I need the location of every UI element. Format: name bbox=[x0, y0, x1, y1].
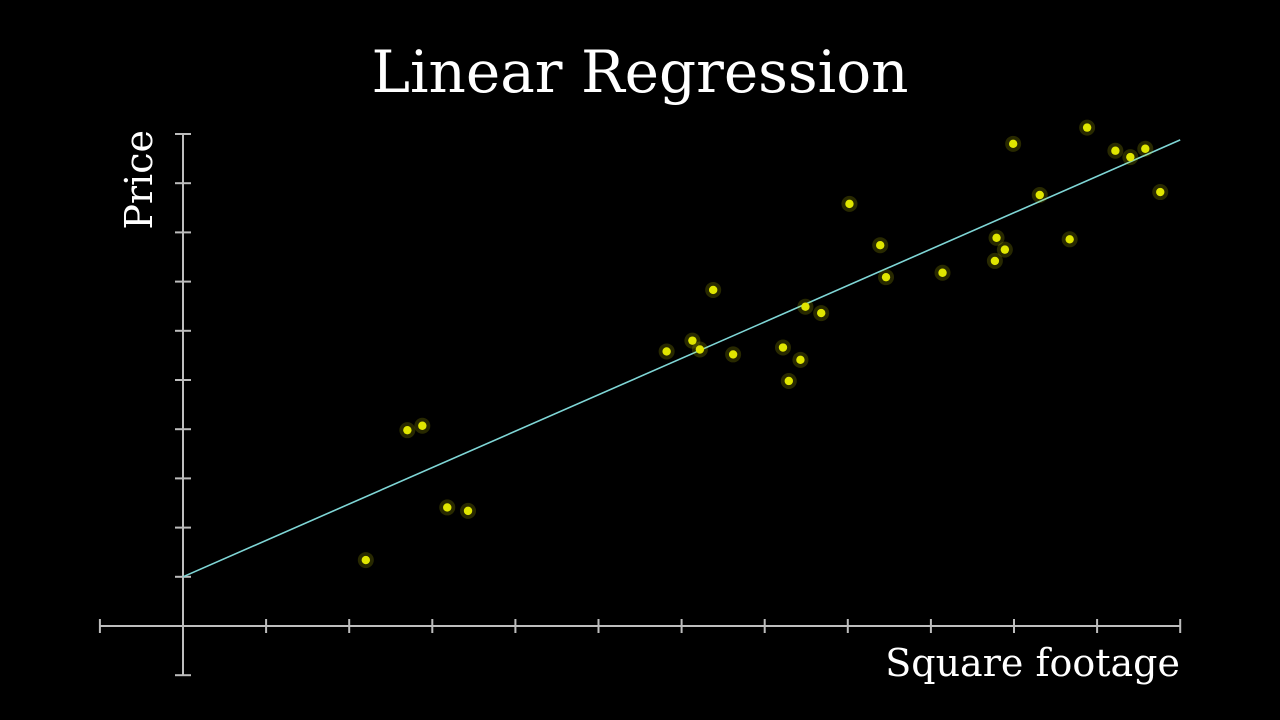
data-point bbox=[1065, 235, 1074, 244]
data-point bbox=[938, 268, 947, 277]
data-point bbox=[1111, 146, 1120, 155]
data-point bbox=[662, 347, 671, 356]
data-point bbox=[1126, 152, 1135, 162]
data-point bbox=[1156, 187, 1165, 197]
data-point bbox=[881, 272, 891, 282]
data-point bbox=[688, 336, 697, 345]
regression-line bbox=[182, 139, 1181, 578]
data-point bbox=[778, 343, 788, 352]
data-point bbox=[801, 302, 810, 311]
chart-title: Linear Regression bbox=[371, 38, 908, 106]
data-point bbox=[876, 240, 885, 250]
data-point bbox=[1141, 144, 1150, 153]
data-point bbox=[708, 285, 718, 295]
x-axis-label: Square footage bbox=[885, 641, 1180, 685]
data-point bbox=[1035, 190, 1044, 200]
data-point bbox=[784, 376, 793, 386]
fit-line-group bbox=[182, 139, 1181, 578]
y-axis-label: Price bbox=[117, 130, 161, 230]
data-point bbox=[728, 350, 738, 359]
axes bbox=[98, 133, 1182, 677]
data-points bbox=[357, 119, 1169, 569]
data-point bbox=[845, 199, 854, 209]
data-point bbox=[1000, 245, 1010, 254]
data-point bbox=[695, 345, 705, 354]
data-point bbox=[443, 503, 452, 512]
data-point bbox=[817, 308, 826, 318]
data-point bbox=[1082, 123, 1092, 132]
data-point bbox=[796, 355, 805, 365]
data-point bbox=[1008, 139, 1018, 149]
data-point bbox=[463, 506, 473, 516]
data-point bbox=[418, 421, 427, 430]
data-point bbox=[992, 233, 1001, 243]
data-point bbox=[990, 256, 1000, 266]
data-point bbox=[403, 425, 412, 435]
data-point bbox=[361, 555, 371, 565]
